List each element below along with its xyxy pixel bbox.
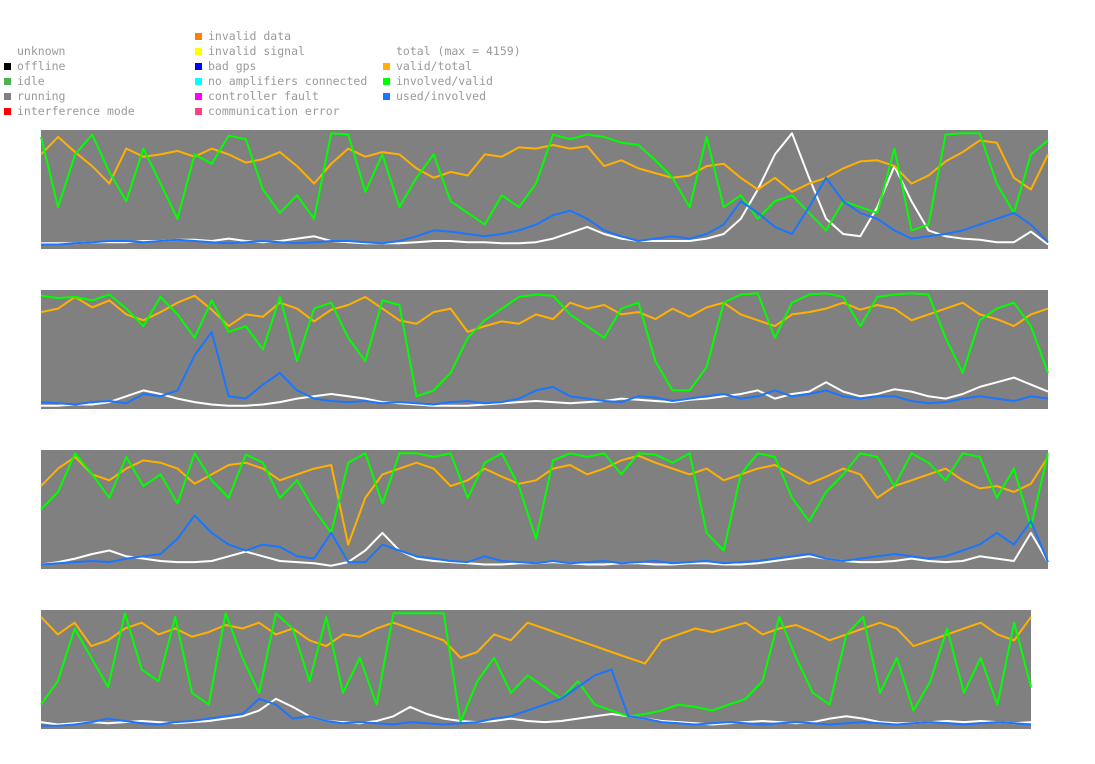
legend-label-controller-fault: controller fault: [208, 89, 319, 103]
legend-swatch-valid-total: [383, 63, 390, 70]
chart-row-3-involved-valid-line: [40, 452, 1049, 552]
legend-label-running: running: [17, 89, 66, 103]
legend-label-involved-valid: involved/valid: [396, 74, 493, 88]
chart-row-4-total-line: [40, 697, 1032, 726]
legend-label-bad-gps: bad gps: [208, 59, 257, 73]
chart-row-3-used-involved-line: [40, 514, 1049, 566]
chart-row-3: [40, 450, 1049, 569]
legend-swatch-idle: [4, 78, 11, 85]
legend-swatch-no-amplifiers: [195, 78, 202, 85]
chart-row-1: [40, 130, 1049, 249]
legend-swatch-running: [4, 93, 11, 100]
chart-row-2-total-line: [41, 376, 1049, 407]
legend-label-valid-total: valid/total: [396, 59, 473, 73]
legend-label-invalid-data: invalid data: [208, 29, 292, 43]
legend-label-unknown: unknown: [17, 44, 66, 58]
chart-row-2-involved-valid-line: [40, 292, 1049, 398]
legend-label-idle: idle: [17, 74, 45, 88]
legend-swatch-involved-valid: [383, 78, 390, 85]
chart-row-4-used-involved-line: [41, 668, 1032, 727]
chart-row-1-valid-total-line: [40, 135, 1049, 193]
chart-row-1-used-involved-line: [41, 176, 1049, 246]
chart-row-4-involved-valid-line: [40, 612, 1032, 724]
legend-label-used-involved: used/involved: [396, 89, 487, 103]
chart-row-3-background: [41, 450, 1048, 569]
legend-swatch-communication-error: [195, 108, 202, 115]
legend-swatch-total: [383, 48, 390, 55]
chart-row-4-background: [41, 610, 1031, 729]
legend: unknown offline idle running interference mo…: [0, 29, 1095, 124]
legend-swatch-bad-gps: [195, 63, 202, 70]
chart-row-2-background: [41, 290, 1048, 409]
legend-swatch-used-involved: [383, 93, 390, 100]
chart-row-4: [40, 610, 1032, 729]
legend-swatch-interference: [4, 108, 11, 115]
legend-label-interference: interference mode: [17, 104, 135, 118]
legend-swatch-controller-fault: [195, 93, 202, 100]
chart-row-1-involved-valid-line: [40, 132, 1049, 232]
legend-swatch-offline: [4, 63, 11, 70]
legend-label-communication-error: communication error: [208, 104, 340, 118]
legend-swatch-invalid-data: [195, 33, 202, 40]
chart-row-2: [40, 290, 1049, 409]
chart-row-2-used-involved-line: [40, 330, 1049, 406]
legend-label-no-amplifiers: no amplifiers connected: [208, 74, 368, 88]
legend-label-invalid-signal: invalid signal: [208, 44, 305, 58]
legend-swatch-invalid-signal: [195, 48, 202, 55]
legend-label-total: total (max = 4159): [396, 44, 521, 58]
legend-label-offline: offline: [17, 59, 66, 73]
legend-swatch-unknown: [4, 48, 11, 55]
